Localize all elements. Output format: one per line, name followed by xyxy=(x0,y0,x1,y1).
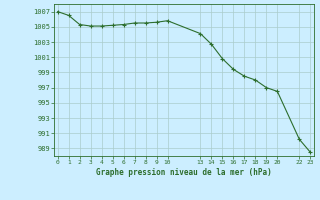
X-axis label: Graphe pression niveau de la mer (hPa): Graphe pression niveau de la mer (hPa) xyxy=(96,168,272,177)
